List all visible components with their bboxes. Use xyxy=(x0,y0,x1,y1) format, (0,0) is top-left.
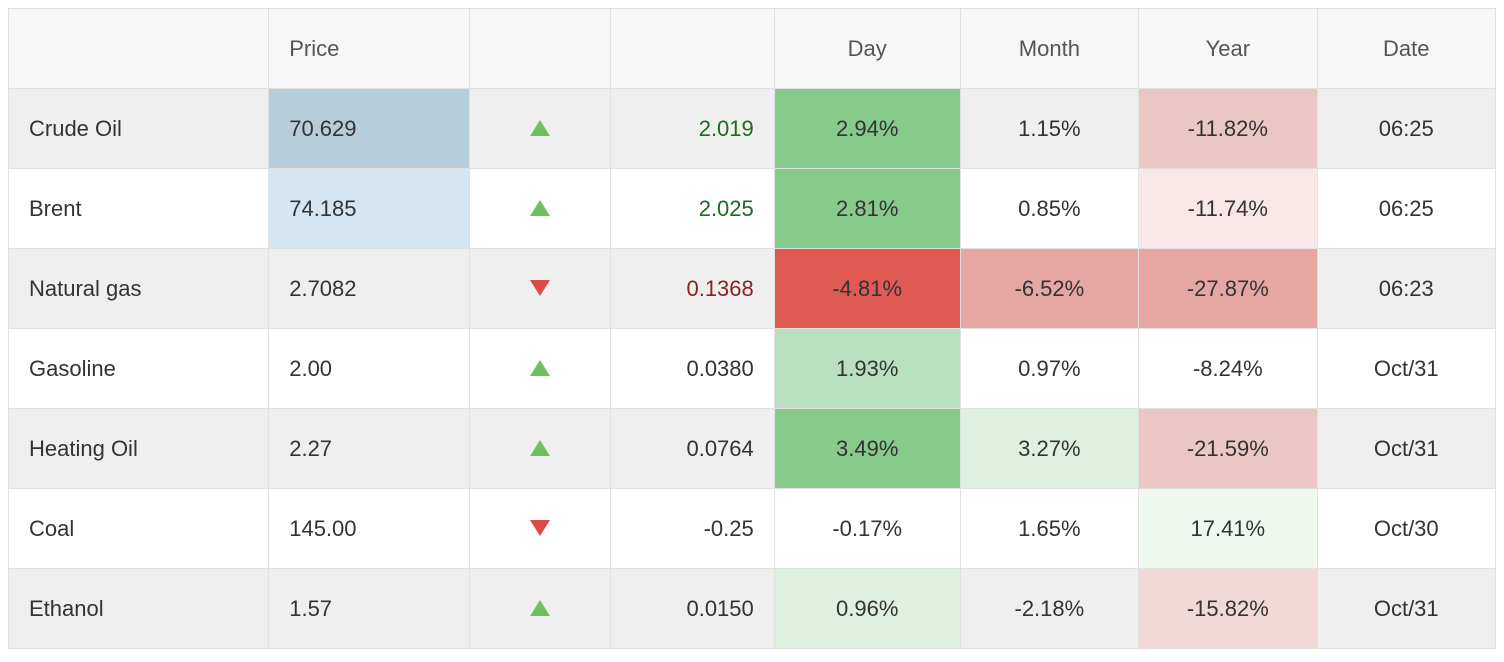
triangle-up-icon xyxy=(530,200,550,216)
triangle-up-icon xyxy=(530,360,550,376)
header-change xyxy=(611,9,775,89)
date-cell: 06:23 xyxy=(1317,249,1495,329)
date-cell: Oct/30 xyxy=(1317,489,1495,569)
price-cell: 70.629 xyxy=(269,89,470,169)
table-row[interactable]: Crude Oil70.629 2.0192.94%1.15%-11.82%06:… xyxy=(9,89,1496,169)
commodity-name[interactable]: Natural gas xyxy=(9,249,269,329)
date-cell: 06:25 xyxy=(1317,169,1495,249)
table-row[interactable]: Natural gas2.7082 0.1368-4.81%-6.52%-27.8… xyxy=(9,249,1496,329)
direction-cell xyxy=(469,489,610,569)
direction-cell xyxy=(469,329,610,409)
header-direction xyxy=(469,9,610,89)
header-price[interactable]: Price xyxy=(269,9,470,89)
price-cell: 1.57 xyxy=(269,569,470,649)
change-cell: -0.25 xyxy=(611,489,775,569)
year-cell: -27.87% xyxy=(1139,249,1317,329)
change-cell: 0.1368 xyxy=(611,249,775,329)
commodity-name[interactable]: Gasoline xyxy=(9,329,269,409)
month-cell: 0.97% xyxy=(960,329,1138,409)
date-cell: 06:25 xyxy=(1317,89,1495,169)
year-cell: 17.41% xyxy=(1139,489,1317,569)
commodities-table: Price Day Month Year Date Crude Oil70.62… xyxy=(8,8,1496,649)
direction-cell xyxy=(469,169,610,249)
day-cell: 0.96% xyxy=(774,569,960,649)
year-cell: -21.59% xyxy=(1139,409,1317,489)
commodity-name[interactable]: Brent xyxy=(9,169,269,249)
header-name[interactable] xyxy=(9,9,269,89)
price-cell: 74.185 xyxy=(269,169,470,249)
change-cell: 0.0764 xyxy=(611,409,775,489)
date-cell: Oct/31 xyxy=(1317,569,1495,649)
commodity-name[interactable]: Crude Oil xyxy=(9,89,269,169)
day-cell: 1.93% xyxy=(774,329,960,409)
year-cell: -11.82% xyxy=(1139,89,1317,169)
change-cell: 0.0150 xyxy=(611,569,775,649)
month-cell: 3.27% xyxy=(960,409,1138,489)
month-cell: 1.15% xyxy=(960,89,1138,169)
direction-cell xyxy=(469,569,610,649)
date-cell: Oct/31 xyxy=(1317,329,1495,409)
change-cell: 0.0380 xyxy=(611,329,775,409)
triangle-down-icon xyxy=(530,280,550,296)
header-month[interactable]: Month xyxy=(960,9,1138,89)
price-cell: 2.00 xyxy=(269,329,470,409)
commodity-name[interactable]: Ethanol xyxy=(9,569,269,649)
header-day[interactable]: Day xyxy=(774,9,960,89)
month-cell: -6.52% xyxy=(960,249,1138,329)
direction-cell xyxy=(469,249,610,329)
day-cell: 3.49% xyxy=(774,409,960,489)
year-cell: -11.74% xyxy=(1139,169,1317,249)
date-cell: Oct/31 xyxy=(1317,409,1495,489)
year-cell: -15.82% xyxy=(1139,569,1317,649)
direction-cell xyxy=(469,89,610,169)
day-cell: -0.17% xyxy=(774,489,960,569)
table-row[interactable]: Coal145.00 -0.25-0.17%1.65%17.41%Oct/30 xyxy=(9,489,1496,569)
header-date[interactable]: Date xyxy=(1317,9,1495,89)
price-cell: 145.00 xyxy=(269,489,470,569)
commodity-name[interactable]: Coal xyxy=(9,489,269,569)
price-cell: 2.27 xyxy=(269,409,470,489)
price-cell: 2.7082 xyxy=(269,249,470,329)
year-cell: -8.24% xyxy=(1139,329,1317,409)
table-header: Price Day Month Year Date xyxy=(9,9,1496,89)
triangle-up-icon xyxy=(530,440,550,456)
direction-cell xyxy=(469,409,610,489)
month-cell: 1.65% xyxy=(960,489,1138,569)
table-row[interactable]: Heating Oil2.27 0.07643.49%3.27%-21.59%Oc… xyxy=(9,409,1496,489)
table-row[interactable]: Gasoline2.00 0.03801.93%0.97%-8.24%Oct/31 xyxy=(9,329,1496,409)
commodity-name[interactable]: Heating Oil xyxy=(9,409,269,489)
day-cell: 2.94% xyxy=(774,89,960,169)
triangle-down-icon xyxy=(530,520,550,536)
header-year[interactable]: Year xyxy=(1139,9,1317,89)
month-cell: -2.18% xyxy=(960,569,1138,649)
table-row[interactable]: Ethanol1.57 0.01500.96%-2.18%-15.82%Oct/3… xyxy=(9,569,1496,649)
day-cell: -4.81% xyxy=(774,249,960,329)
change-cell: 2.019 xyxy=(611,89,775,169)
table-body: Crude Oil70.629 2.0192.94%1.15%-11.82%06:… xyxy=(9,89,1496,649)
day-cell: 2.81% xyxy=(774,169,960,249)
triangle-up-icon xyxy=(530,600,550,616)
month-cell: 0.85% xyxy=(960,169,1138,249)
change-cell: 2.025 xyxy=(611,169,775,249)
triangle-up-icon xyxy=(530,120,550,136)
table-row[interactable]: Brent74.185 2.0252.81%0.85%-11.74%06:25 xyxy=(9,169,1496,249)
